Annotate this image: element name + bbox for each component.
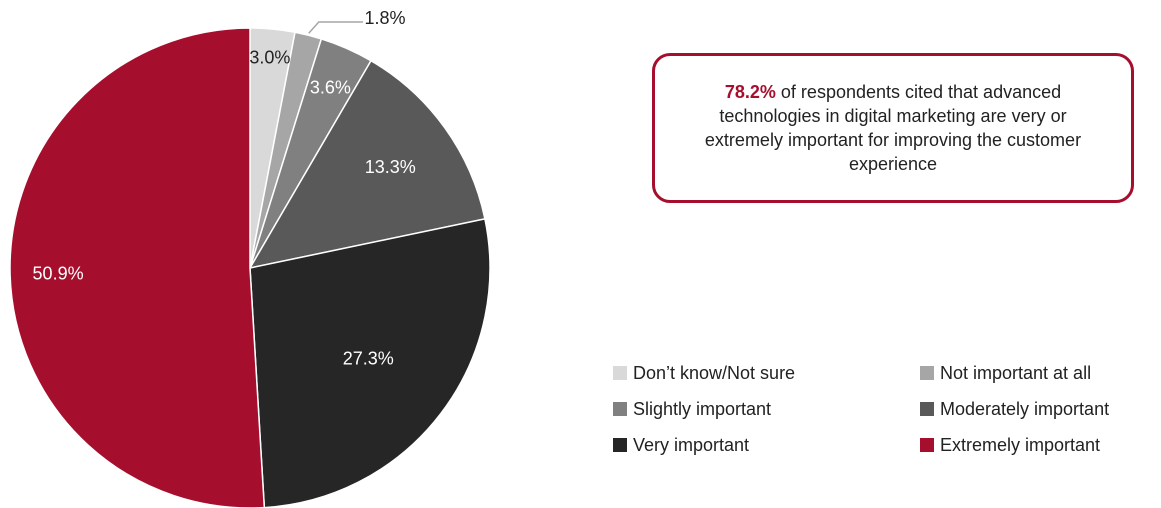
- slice-label-moderately-important: 13.3%: [365, 157, 416, 177]
- pie-chart: 3.0% 1.8% 3.6% 13.3% 27.3% 50.9%: [9, 8, 491, 508]
- legend-label: Moderately important: [940, 399, 1110, 419]
- slice-labels: 3.0% 1.8% 3.6% 13.3% 27.3% 50.9%: [33, 8, 416, 368]
- callout-box: 78.2% of respondents cited that advanced…: [652, 53, 1134, 203]
- slice-label-don-t-know-not-sure: 3.0%: [249, 48, 290, 68]
- slice-label-very-important: 27.3%: [343, 348, 394, 368]
- slice-label-not-important-at-all: 1.8%: [364, 8, 405, 28]
- legend-label: Don’t know/Not sure: [633, 363, 796, 383]
- legend-item-very-important: Very important: [613, 434, 920, 456]
- legend-item-extremely-important: Extremely important: [920, 434, 1160, 456]
- legend-swatch: [613, 438, 627, 452]
- legend-label: Slightly important: [633, 399, 772, 419]
- callout-highlight: 78.2%: [724, 82, 776, 102]
- legend-item-don-t-know-not-sure: Don’t know/Not sure: [613, 362, 920, 384]
- pie-slice-very-important: [249, 218, 491, 508]
- callout-body: of respondents cited that advanced techn…: [704, 82, 1082, 174]
- pie-slices: [9, 27, 491, 508]
- legend: Don’t know/Not sure Not important at all S…: [613, 362, 1161, 456]
- legend-label: Very important: [633, 435, 750, 455]
- legend-item-moderately-important: Moderately important: [920, 398, 1160, 420]
- legend-label: Not important at all: [940, 363, 1092, 383]
- legend-swatch: [920, 438, 934, 452]
- legend-label: Extremely important: [940, 435, 1101, 455]
- legend-swatch: [613, 366, 627, 380]
- slice-label-extremely-important: 50.9%: [33, 264, 84, 284]
- pie-slice-moderately-important: [248, 59, 486, 270]
- leader-lines: [308, 21, 363, 34]
- legend-swatch: [920, 366, 934, 380]
- slice-label-slightly-important: 3.6%: [310, 78, 351, 98]
- callout-text: 78.2% of respondents cited that advanced…: [681, 80, 1105, 176]
- legend-swatch: [920, 402, 934, 416]
- legend-item-not-important-at-all: Not important at all: [920, 362, 1160, 384]
- legend-item-slightly-important: Slightly important: [613, 398, 920, 420]
- pie-slice-extremely-important: [9, 27, 266, 508]
- legend-swatch: [613, 402, 627, 416]
- leader-line-not-important-at-all: [308, 21, 363, 34]
